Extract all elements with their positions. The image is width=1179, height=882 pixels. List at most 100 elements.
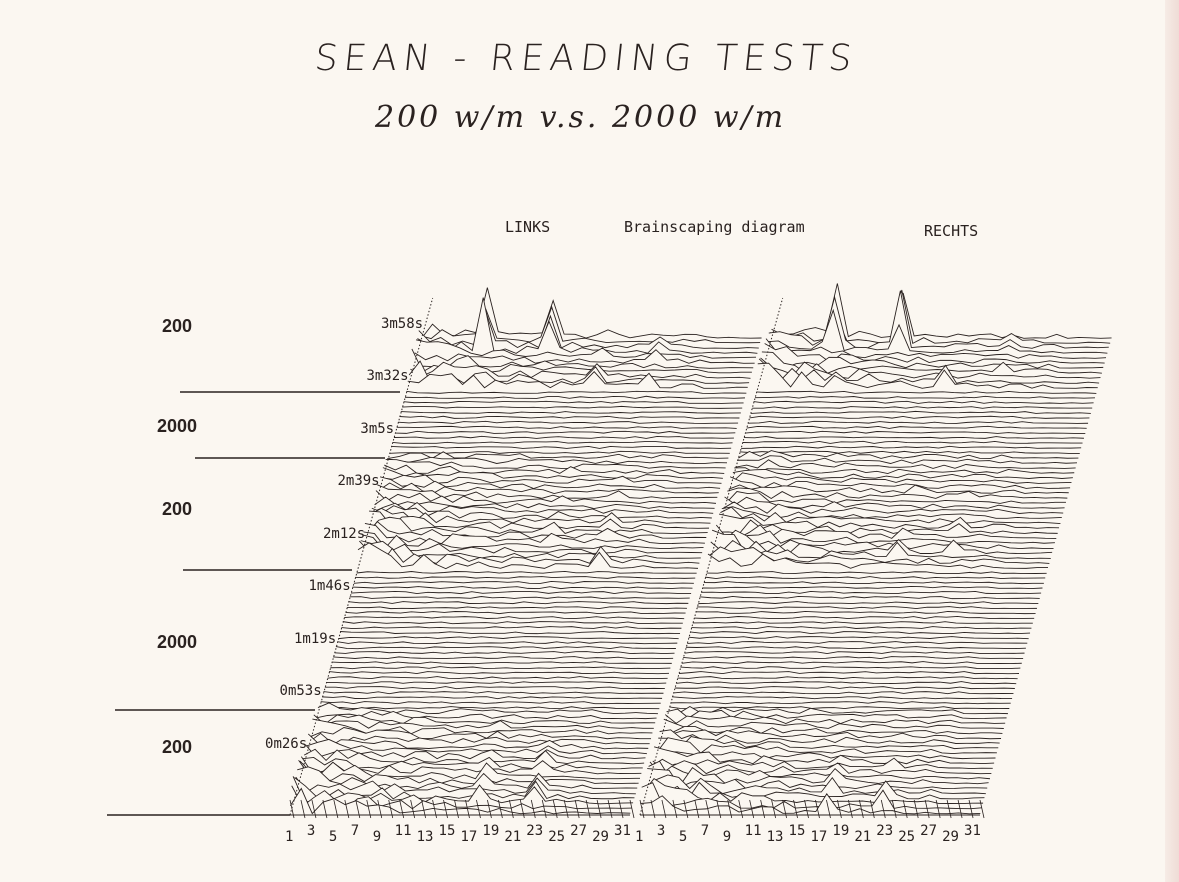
spectrum-row (651, 758, 992, 775)
spectrum-row (403, 400, 744, 404)
spectrum-row (410, 361, 751, 379)
row-mask (421, 287, 762, 340)
row-mask (341, 626, 682, 630)
row-mask (406, 391, 747, 395)
spectrum-row (359, 540, 700, 564)
spectrum-row (754, 395, 1095, 399)
row-mask (358, 542, 699, 570)
row-mask (649, 761, 990, 780)
row-mask (720, 507, 1061, 525)
spectrum-row (698, 601, 1039, 605)
spectrum-row (756, 390, 1097, 394)
spectrum-row (691, 626, 1032, 630)
row-mask (705, 576, 1046, 580)
spectrum-row (328, 671, 670, 675)
spectrum-row (417, 297, 758, 354)
x-tick-label: 15 (438, 823, 456, 839)
time-label: 1m19s (294, 630, 337, 647)
spectrum-row (658, 736, 999, 750)
spectrum-row (382, 467, 723, 479)
spectrum-row (289, 787, 631, 815)
x-tick-label: 11 (744, 823, 762, 839)
spectrum-row (330, 666, 671, 670)
row-mask (407, 371, 748, 390)
x-tick-label: 3 (306, 823, 316, 839)
row-mask (771, 283, 1112, 340)
spectrum-row (749, 415, 1090, 419)
row-mask (333, 656, 674, 660)
spectrum-row (703, 580, 1044, 585)
spectrum-row (391, 445, 732, 449)
row-mask (738, 450, 1079, 460)
spectrum-row (732, 468, 1073, 479)
x-tick-label: 23 (526, 823, 544, 839)
spectrum-row (375, 490, 717, 504)
row-mask (641, 782, 982, 810)
x-tick-label: 21 (504, 829, 522, 845)
row-mask (377, 484, 718, 500)
segment-label: 2000 (156, 416, 198, 436)
spectrum-row (725, 491, 1066, 504)
spectrum-row (396, 425, 737, 429)
spectrum-row (369, 510, 710, 530)
row-mask (757, 363, 1098, 390)
row-mask (290, 788, 631, 815)
spectrum-row (737, 455, 1078, 464)
x-tick-label: 31 (964, 823, 981, 839)
spectrum-row (711, 529, 1053, 555)
spectrum-row (717, 519, 1058, 534)
row-mask (665, 714, 1006, 725)
row-mask (305, 744, 646, 760)
row-mask (739, 451, 1080, 455)
row-mask (640, 793, 981, 815)
spectrum-row (320, 701, 661, 705)
row-mask (396, 426, 737, 430)
spectrum-row (738, 450, 1079, 459)
spectrum-row (745, 430, 1086, 434)
spectrum-row (681, 661, 1022, 664)
spectrum-row (677, 676, 1018, 680)
spectrum-row (367, 516, 708, 535)
row-mask (392, 441, 733, 445)
spectrum-row (641, 782, 982, 810)
spectrum-row (654, 746, 995, 765)
row-mask (723, 501, 1064, 515)
row-mask (306, 739, 647, 755)
spectrum-row (753, 400, 1094, 404)
row-mask (667, 706, 1008, 715)
spectrum-row (734, 467, 1075, 474)
row-mask (313, 714, 654, 730)
spectrum-row (699, 596, 1040, 600)
spectrum-row (696, 606, 1037, 610)
spectrum-row (415, 339, 757, 359)
spectrum-row (327, 676, 668, 680)
spectrum-row (346, 606, 687, 610)
spectrum-row (683, 656, 1024, 660)
spectrum-row (337, 641, 678, 645)
row-mask (685, 646, 1026, 650)
spectrum-row (326, 681, 667, 684)
row-mask (364, 523, 705, 545)
spectrum-row (663, 718, 1004, 729)
spectrum-row (338, 636, 679, 640)
spectrum-row (701, 590, 1042, 595)
spectrum-row (669, 706, 1010, 710)
spectrum-row (670, 701, 1011, 705)
spectrum-row (349, 596, 690, 599)
spectrum-row (652, 757, 993, 770)
spectrum-row (765, 338, 1107, 359)
x-tick-label: 25 (898, 829, 916, 845)
row-mask (378, 483, 719, 495)
spectrum-row (298, 759, 639, 785)
x-tick-label: 25 (548, 829, 566, 845)
spectrum-row (714, 530, 1055, 544)
x-tick-label: 13 (416, 829, 434, 845)
spectrum-row (680, 666, 1021, 670)
row-mask (725, 491, 1066, 505)
x-tick-label: 27 (570, 823, 588, 839)
spectrum-row (305, 744, 646, 760)
x-tick-label: 29 (592, 829, 609, 845)
time-label: 2m12s (322, 525, 366, 542)
channel-tick (979, 799, 985, 819)
